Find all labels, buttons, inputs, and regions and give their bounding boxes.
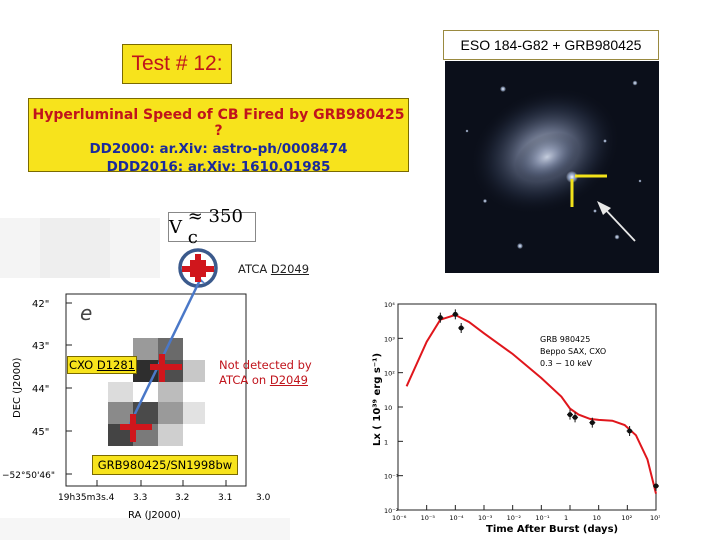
y-tick-label: 1 (384, 438, 388, 446)
y-tick-label: 10 (384, 404, 392, 412)
velocity-label: V ≈ 350 c (168, 206, 256, 248)
data-point (589, 420, 595, 426)
ra-axis-title: RA (J2000) (128, 510, 181, 521)
x-tick-label: 10⁻² (507, 514, 522, 522)
x-tick-label: 10⁻¹ (535, 514, 550, 522)
x-tick-label: 10² (621, 514, 632, 522)
light-curve-chart: 10⁻⁶ 10⁻⁵ 10⁻⁴ 10⁻³ 10⁻² 10⁻¹ 1 10 10² 10³ 10⁴ 10³… (358, 296, 660, 540)
dec-tick: −52°50'46" (2, 471, 55, 481)
y-axis-title: Lx ( 10³⁹ erg s⁻¹) (372, 353, 383, 446)
cxo-label: CXO D1281 (67, 356, 137, 374)
data-point (653, 483, 659, 489)
y-tick-label: 10³ (384, 335, 395, 343)
x-tick-label: 10 (593, 514, 601, 522)
model-curve (405, 313, 657, 494)
velocity-symbol: V (169, 216, 182, 238)
not-detected-note: Not detected by ATCA on D2049 (219, 358, 312, 387)
legend-line-2: Beppo SAX, CXO (540, 347, 606, 356)
dec-tick: 45" (32, 427, 49, 438)
ra-tick: 19h35m3s.4 (58, 493, 115, 503)
dec-tick: 44" (32, 384, 49, 395)
galaxy-caption: ESO 184-G82 + GRB980425 (443, 30, 659, 60)
legend-line-3: 0.3 − 10 keV (540, 359, 593, 368)
ra-tick: 3.2 (175, 493, 189, 503)
test-number-label: Test # 12: (122, 44, 232, 84)
dec-axis-title: DEC (J2000) (12, 358, 23, 418)
panel-letter: e (80, 301, 92, 325)
velocity-value: ≈ 350 c (187, 206, 243, 248)
cross-marker-atca (182, 254, 214, 282)
galaxy-image (445, 61, 659, 273)
ra-tick: 3.1 (218, 493, 232, 503)
x-tick-label: 10⁻⁴ (449, 514, 464, 522)
dec-tick: 42" (32, 299, 49, 310)
atca-label: ATCA D2049 (238, 262, 310, 276)
ra-tick: 3.0 (256, 493, 271, 503)
reference-ddd2016: DDD2016: ar.Xiv: 1610.01985 (106, 159, 331, 175)
reference-dd2000: DD2000: ar.Xiv: astro-ph/0008474 (89, 141, 348, 157)
ra-tick: 3.3 (133, 493, 147, 503)
x-tick-label: 1 (564, 514, 568, 522)
cross-marker-cxo (150, 354, 182, 382)
data-point (458, 325, 464, 331)
slide-title-box: Hyperluminal Speed of CB Fired by GRB980… (28, 98, 409, 175)
data-point (437, 315, 443, 321)
y-tick-label: 10² (384, 370, 395, 378)
x-tick-label: 10³ (650, 514, 660, 522)
y-tick-label: 10⁻¹ (384, 473, 399, 481)
dec-tick: 43" (32, 341, 49, 352)
data-point (627, 428, 633, 434)
x-axis-title: Time After Burst (days) (486, 524, 618, 535)
radio-map-panel: 42" 43" 44" 45" −52°50'46" 19h35m3s.4 3.… (0, 218, 290, 540)
data-point (452, 311, 458, 317)
y-tick-label: 10⁻² (384, 507, 399, 515)
legend-line-1: GRB 980425 (540, 335, 590, 344)
x-tick-label: 10⁻⁵ (421, 514, 436, 522)
x-tick-label: 10⁻³ (478, 514, 493, 522)
x-tick-label: 10⁻⁶ (392, 514, 407, 522)
grb-label: GRB980425/SN1998bw (92, 455, 238, 475)
motion-arrow (128, 279, 202, 425)
y-tick-label: 10⁴ (384, 301, 395, 309)
data-point (572, 414, 578, 420)
slide-title: Hyperluminal Speed of CB Fired by GRB980… (32, 107, 405, 139)
data-point (567, 412, 573, 418)
cross-marker-grb (120, 414, 152, 442)
